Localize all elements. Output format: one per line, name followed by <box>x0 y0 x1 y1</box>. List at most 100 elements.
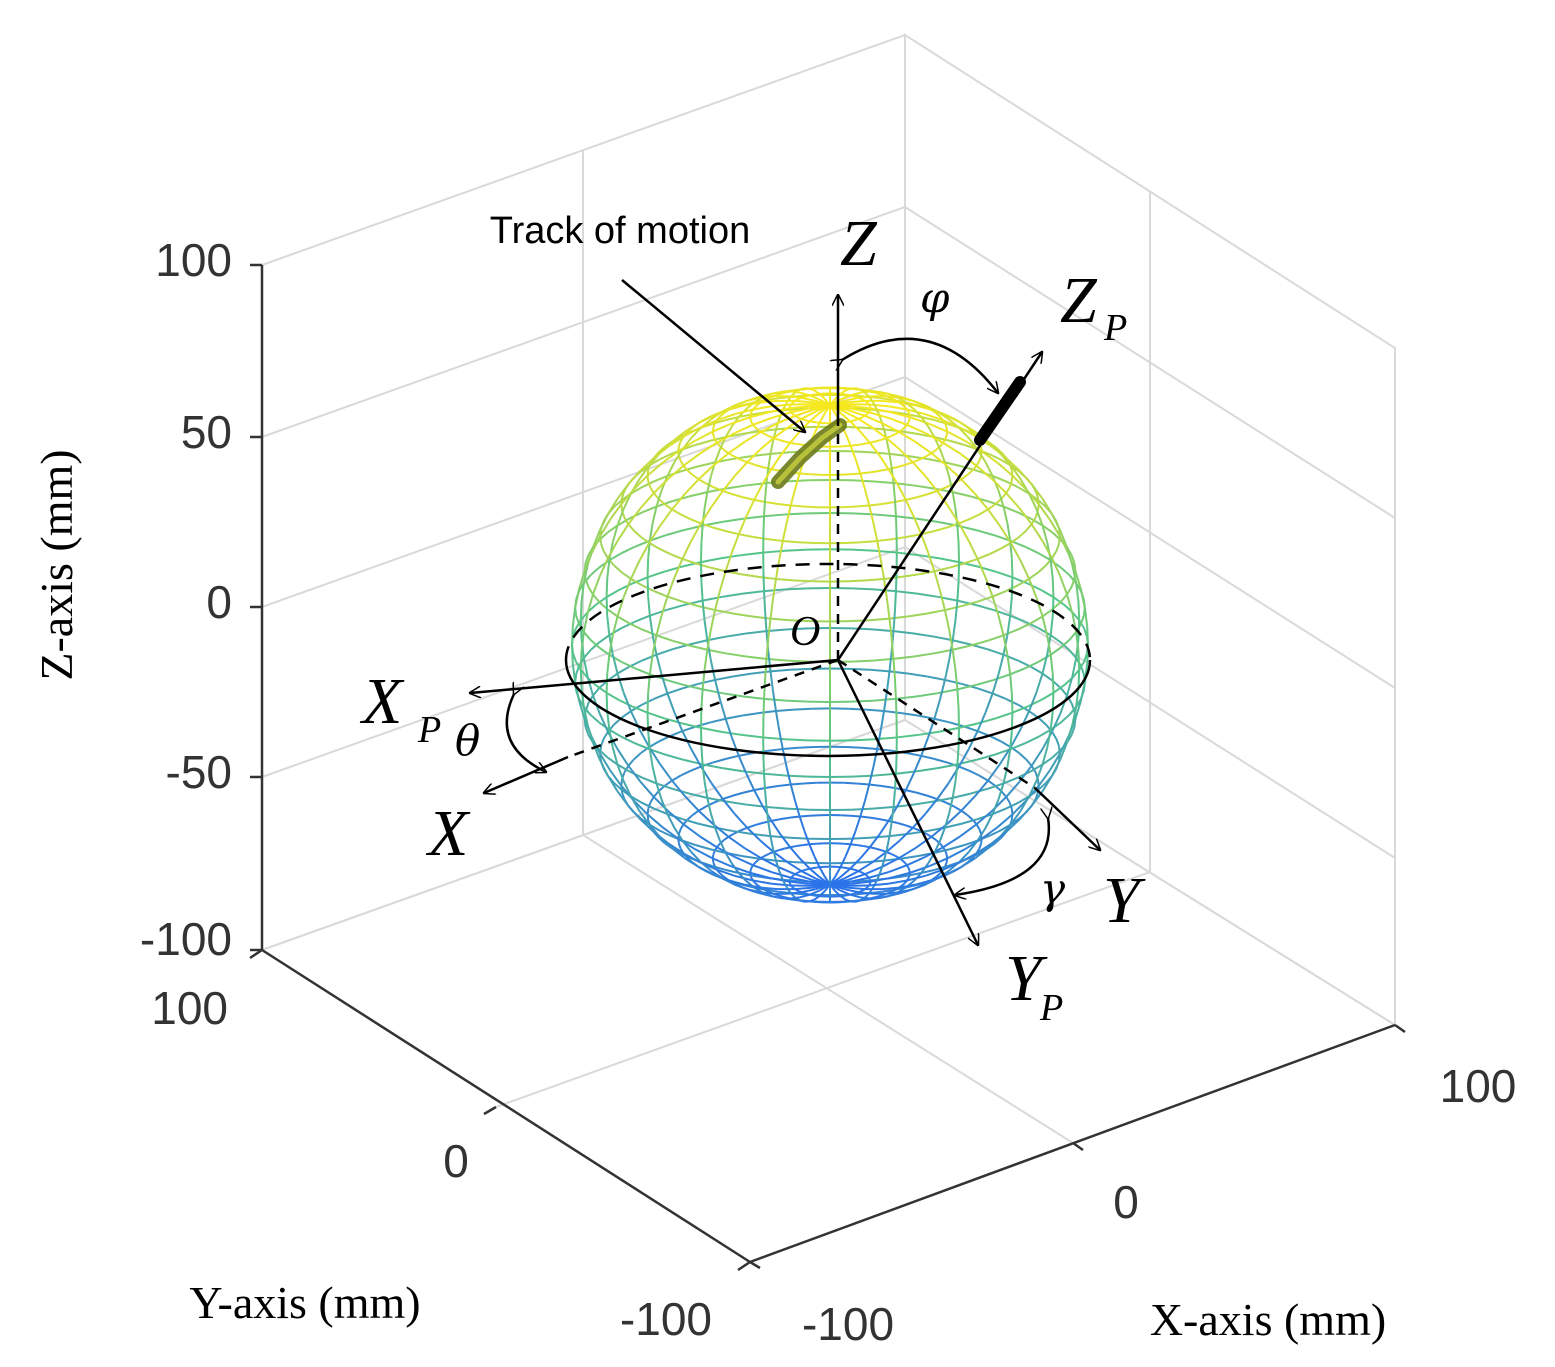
sphere-meridian-segment <box>699 835 718 849</box>
sphere-meridian-segment <box>849 876 870 883</box>
sphere-latitude-segment <box>641 480 655 489</box>
sphere-meridian-segment <box>607 498 619 515</box>
sphere-latitude-segment <box>907 419 911 423</box>
sphere-latitude-segment <box>742 789 755 794</box>
sphere-meridian-segment <box>936 410 950 420</box>
sphere-meridian-segment <box>936 782 950 800</box>
sphere-meridian-segment <box>767 618 772 639</box>
sphere-meridian-segment <box>868 396 875 404</box>
sphere-latitude-segment <box>850 843 858 847</box>
sphere-latitude-segment <box>752 535 768 541</box>
sphere-meridian-segment <box>611 616 619 636</box>
sphere-meridian-segment <box>894 755 898 774</box>
sphere-meridian-segment <box>724 425 733 438</box>
sphere-latitude-segment <box>1051 731 1058 740</box>
sphere-latitude-segment <box>710 566 726 573</box>
sphere-meridian-segment <box>714 827 721 842</box>
sphere-latitude-segment <box>621 490 626 498</box>
sphere-latitude-segment <box>630 577 643 586</box>
sphere-meridian-segment <box>648 823 661 838</box>
sphere-meridian-segment <box>1006 654 1012 675</box>
sphere-meridian-segment <box>1077 620 1081 640</box>
sphere-meridian-segment <box>1066 676 1074 696</box>
sphere-latitude-segment <box>608 552 622 562</box>
sphere-latitude-segment <box>978 455 983 462</box>
sphere-latitude-segment <box>1017 486 1030 495</box>
grid-line <box>582 834 1074 1144</box>
sphere-latitude-segment <box>1068 649 1077 659</box>
sphere-latitude-segment <box>732 612 752 618</box>
sphere-meridian-segment <box>606 560 611 579</box>
sphere-meridian-segment <box>898 847 917 859</box>
sphere-meridian-segment <box>772 691 777 712</box>
sphere-latitude-segment <box>901 426 906 431</box>
sphere-meridian-segment <box>987 441 1001 454</box>
track-of-motion <box>771 418 847 489</box>
sphere-meridian-segment <box>770 820 782 836</box>
sphere-latitude-segment <box>1009 614 1026 623</box>
sphere-meridian-segment <box>1006 749 1012 767</box>
sphere-latitude-segment <box>1034 792 1039 800</box>
sphere-meridian-segment <box>683 852 701 864</box>
sphere-latitude-segment <box>1024 545 1040 555</box>
sphere-latitude-segment <box>1051 550 1058 559</box>
sphere-meridian-segment <box>609 503 623 521</box>
sphere-latitude-segment <box>664 503 673 511</box>
sphere-meridian-segment <box>753 789 764 807</box>
sphere-meridian-segment <box>906 423 926 435</box>
sphere-meridian-segment <box>958 748 970 768</box>
sphere-meridian-segment <box>885 437 901 451</box>
sphere-latitude-segment <box>681 561 702 568</box>
sphere-latitude-segment <box>754 403 759 408</box>
sphere-meridian-segment <box>1037 769 1051 787</box>
sphere-latitude-segment <box>641 801 655 810</box>
sphere-meridian-segment <box>684 795 700 812</box>
sphere-latitude-segment <box>869 451 890 455</box>
sphere-latitude-segment <box>745 655 767 660</box>
sphere-latitude-segment <box>589 714 600 724</box>
sphere-latitude-segment <box>647 711 665 720</box>
sphere-latitude-segment <box>901 430 919 435</box>
sphere-latitude-segment <box>785 699 808 703</box>
sphere-meridian-segment <box>630 795 641 812</box>
sphere-meridian-segment <box>730 737 740 757</box>
sphere-meridian-segment <box>586 676 594 696</box>
sphere-meridian-segment <box>571 663 577 683</box>
sphere-meridian-segment <box>734 408 754 416</box>
sphere-meridian-segment <box>750 871 771 879</box>
sphere-latitude-segment <box>912 826 921 832</box>
sphere-meridian-segment <box>651 506 658 524</box>
sphere-meridian-segment <box>1059 575 1068 595</box>
sphere-meridian-segment <box>694 430 714 442</box>
sphere-meridian-segment <box>1083 607 1089 627</box>
sphere-meridian-segment <box>1019 710 1030 730</box>
sphere-meridian-segment <box>893 499 897 517</box>
sphere-latitude-segment <box>722 592 743 598</box>
sphere-latitude-segment <box>963 557 978 565</box>
sphere-latitude-segment <box>641 776 657 785</box>
sphere-latitude-segment <box>726 632 747 638</box>
sphere-latitude-segment <box>1024 660 1040 670</box>
sphere-meridian-segment <box>648 525 661 544</box>
sphere-latitude-segment <box>592 687 601 697</box>
sphere-latitude-segment <box>895 695 918 700</box>
sphere-meridian-segment <box>801 888 816 894</box>
sphere-meridian-segment <box>892 658 896 680</box>
sphere-meridian-segment <box>899 396 914 402</box>
sphere-latitude-segment <box>952 639 971 646</box>
sphere-latitude-segment <box>707 648 727 655</box>
sphere-meridian-segment <box>967 437 979 451</box>
sphere-latitude-segment <box>698 805 707 812</box>
sphere-meridian-segment <box>959 823 978 838</box>
sphere-latitude-segment <box>1034 490 1039 498</box>
sphere-latitude-segment <box>843 842 851 846</box>
sphere-meridian-segment <box>885 839 901 853</box>
sphere-latitude-segment <box>667 595 683 603</box>
sphere-latitude-segment <box>796 871 800 874</box>
sphere-meridian-segment <box>616 764 625 782</box>
sphere-meridian-segment <box>764 482 768 500</box>
sphere-latitude-segment <box>618 698 633 708</box>
sphere-latitude-segment <box>926 675 946 681</box>
sphere-meridian-segment <box>1049 560 1054 579</box>
label-phi: φ <box>920 273 950 322</box>
